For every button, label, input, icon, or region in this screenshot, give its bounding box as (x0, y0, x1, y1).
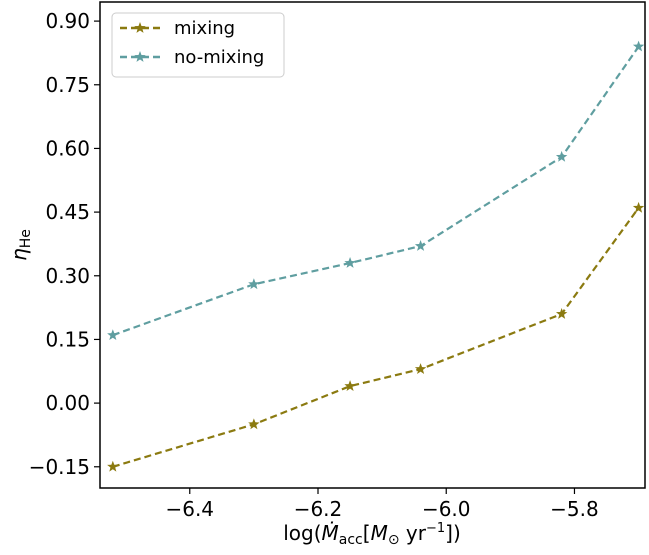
x-tick-label: −6.0 (422, 497, 471, 521)
x-axis: −6.4 −6.2 −6.0 −5.8 (165, 488, 599, 521)
data-point-mixing (555, 307, 568, 319)
y-tick-label: 0.90 (45, 9, 90, 33)
y-tick-label: 0.45 (45, 200, 90, 224)
data-point-no-mixing (632, 40, 645, 52)
data-point-mixing (414, 363, 427, 375)
x-tick-label: −6.2 (294, 497, 343, 521)
legend: mixing no-mixing (111, 12, 285, 78)
data-point-mixing (632, 201, 645, 213)
legend-label-mixing: mixing (174, 18, 235, 39)
y-tick-label: −0.15 (29, 455, 90, 479)
data-point-mixing (344, 380, 356, 391)
data-point-mixing (248, 418, 260, 430)
legend-marker-mixing (134, 22, 146, 33)
x-axis-label: log(Ṁacc[M⊙ yr−1]) (283, 521, 461, 548)
y-axis-label: ηHe (7, 229, 34, 261)
x-tick-label: −6.4 (165, 497, 214, 521)
plot-frame (99, 1, 646, 489)
y-tick-label: 0.00 (45, 391, 90, 415)
y-tick-label: 0.75 (45, 73, 90, 97)
y-tick-label: 0.30 (45, 264, 90, 288)
y-tick-label: 0.60 (45, 136, 90, 160)
legend-label-no-mixing: no-mixing (174, 47, 264, 68)
data-point-no-mixing (555, 150, 568, 162)
series-line-no-mixing (112, 45, 640, 337)
x-tick-label: −5.8 (550, 497, 599, 521)
legend-marker-no-mixing (134, 51, 146, 62)
data-point-no-mixing (107, 329, 119, 341)
series-layer (107, 40, 645, 472)
y-tick-label: 0.15 (45, 327, 90, 351)
data-point-mixing (107, 460, 119, 472)
data-point-no-mixing (248, 278, 260, 290)
data-point-no-mixing (414, 240, 427, 251)
data-point-no-mixing (344, 257, 356, 268)
y-axis: −0.15 0.00 0.15 0.30 0.45 0.60 0.75 0.90 (29, 9, 100, 479)
series-line-mixing (112, 207, 640, 468)
